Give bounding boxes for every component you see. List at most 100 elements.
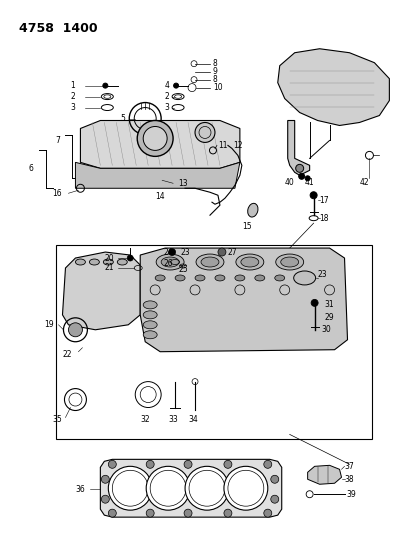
Text: 11: 11: [218, 141, 227, 150]
Circle shape: [271, 475, 279, 483]
Text: 20: 20: [104, 254, 114, 263]
Circle shape: [101, 495, 109, 503]
Ellipse shape: [143, 321, 157, 329]
Text: 12: 12: [233, 141, 242, 150]
Polygon shape: [62, 252, 140, 330]
Circle shape: [224, 466, 268, 510]
Bar: [55, 245, 373, 439]
Text: 41: 41: [305, 178, 314, 187]
Text: 4: 4: [164, 81, 169, 90]
Ellipse shape: [201, 257, 219, 267]
Ellipse shape: [75, 259, 85, 265]
Text: 7: 7: [55, 136, 60, 145]
Ellipse shape: [161, 257, 179, 267]
Ellipse shape: [281, 257, 299, 267]
Ellipse shape: [103, 259, 113, 265]
Ellipse shape: [248, 203, 258, 217]
Ellipse shape: [143, 301, 157, 309]
Circle shape: [184, 461, 192, 469]
Text: 3: 3: [71, 103, 75, 112]
Circle shape: [146, 509, 154, 517]
Text: 29: 29: [325, 313, 334, 322]
Ellipse shape: [275, 275, 285, 281]
Text: 27: 27: [228, 247, 237, 256]
Text: 38: 38: [344, 475, 354, 484]
Ellipse shape: [295, 275, 305, 281]
Text: 4758  1400: 4758 1400: [19, 22, 97, 35]
Text: 18: 18: [319, 214, 329, 223]
Ellipse shape: [155, 275, 165, 281]
Circle shape: [264, 461, 272, 469]
Ellipse shape: [294, 271, 316, 285]
Circle shape: [146, 461, 154, 469]
Circle shape: [127, 255, 133, 261]
Polygon shape: [80, 120, 240, 168]
Text: 22: 22: [62, 350, 72, 359]
Circle shape: [137, 120, 173, 156]
Circle shape: [264, 509, 272, 517]
Ellipse shape: [117, 259, 127, 265]
Ellipse shape: [195, 275, 205, 281]
Text: 34: 34: [188, 415, 198, 424]
Circle shape: [296, 164, 304, 172]
Ellipse shape: [215, 275, 225, 281]
Text: 40: 40: [285, 178, 295, 187]
Polygon shape: [140, 248, 348, 352]
Circle shape: [305, 176, 310, 181]
Text: 8: 8: [213, 75, 218, 84]
Circle shape: [101, 475, 109, 483]
Text: 36: 36: [75, 484, 85, 494]
Text: 24: 24: [163, 247, 173, 256]
Circle shape: [173, 83, 179, 88]
Circle shape: [311, 300, 318, 306]
Text: 42: 42: [359, 178, 369, 187]
Circle shape: [103, 83, 108, 88]
Circle shape: [146, 466, 190, 510]
Text: 16: 16: [53, 189, 62, 198]
Text: 39: 39: [346, 490, 356, 499]
Text: 21: 21: [104, 263, 114, 272]
Circle shape: [224, 461, 232, 469]
Circle shape: [169, 248, 175, 255]
Text: 32: 32: [140, 415, 150, 424]
Circle shape: [224, 509, 232, 517]
Ellipse shape: [236, 254, 264, 270]
Polygon shape: [288, 120, 310, 175]
Circle shape: [299, 173, 305, 179]
Text: 35: 35: [53, 415, 62, 424]
Text: 2: 2: [71, 92, 75, 101]
Text: 6: 6: [29, 164, 33, 173]
Polygon shape: [278, 49, 389, 125]
Circle shape: [109, 509, 116, 517]
Text: 33: 33: [168, 415, 178, 424]
Text: 25: 25: [178, 265, 188, 274]
Polygon shape: [308, 465, 341, 484]
Polygon shape: [100, 459, 282, 517]
Circle shape: [195, 123, 215, 142]
Ellipse shape: [235, 275, 245, 281]
Circle shape: [109, 461, 116, 469]
Text: 30: 30: [322, 325, 331, 334]
Ellipse shape: [89, 259, 100, 265]
Circle shape: [185, 466, 229, 510]
Ellipse shape: [156, 254, 184, 270]
Circle shape: [184, 509, 192, 517]
Text: 8: 8: [213, 59, 218, 68]
Text: 17: 17: [319, 196, 329, 205]
Text: 14: 14: [155, 192, 165, 201]
Text: 1: 1: [71, 81, 75, 90]
Text: 5: 5: [120, 114, 125, 123]
Ellipse shape: [196, 254, 224, 270]
Text: 15: 15: [242, 222, 251, 231]
Text: 9: 9: [213, 67, 218, 76]
Text: 2: 2: [164, 92, 169, 101]
Ellipse shape: [241, 257, 259, 267]
Circle shape: [69, 323, 82, 337]
Text: 3: 3: [164, 103, 169, 112]
Text: 13: 13: [178, 179, 188, 188]
Text: 23: 23: [180, 247, 190, 256]
Circle shape: [218, 248, 226, 256]
Circle shape: [271, 495, 279, 503]
Text: 26: 26: [163, 259, 173, 268]
Text: 37: 37: [344, 462, 354, 471]
